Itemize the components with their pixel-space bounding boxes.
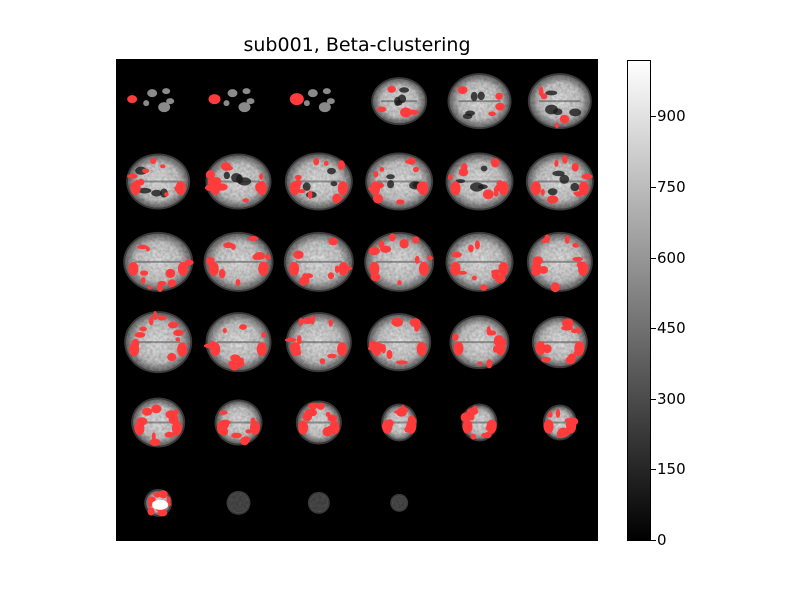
colorbar-tick (651, 328, 656, 329)
colorbar-tick (651, 469, 656, 470)
brain-slice (208, 88, 255, 113)
brain-slice (284, 312, 352, 373)
brain-slice-mosaic (116, 59, 598, 541)
brain-slice (449, 315, 510, 370)
brain-slice (367, 313, 432, 372)
colorbar-tick-label: 0 (657, 531, 667, 549)
brain-slice (295, 400, 342, 445)
brain-slice (542, 404, 579, 441)
brain-slice (445, 152, 514, 211)
brain-slice (123, 231, 194, 292)
brain-slice (526, 231, 593, 293)
brain-slice (525, 152, 594, 211)
brain-slice (289, 88, 335, 113)
colorbar-tick (651, 116, 656, 117)
colorbar-tick-label: 150 (657, 460, 686, 478)
colorbar-tick-label: 900 (657, 107, 686, 125)
brain-slice (203, 231, 274, 292)
colorbar-tick-label: 450 (657, 319, 686, 337)
brain-slice (307, 491, 330, 514)
brain-slice (381, 403, 418, 442)
brain-slice (390, 493, 409, 512)
colorbar-tick (651, 187, 656, 188)
brain-slice (371, 77, 428, 126)
brain-slice (226, 490, 251, 515)
brain-slice (527, 73, 592, 130)
brain-slice (445, 231, 514, 292)
brain-slice (447, 73, 512, 130)
brain-slice (365, 152, 434, 211)
brain-slice (131, 397, 186, 448)
brain-slice (283, 231, 354, 292)
colorbar-tick (651, 540, 656, 541)
brain-slice (364, 231, 435, 292)
colorbar-tick (651, 258, 656, 259)
brain-slice (284, 152, 353, 211)
brain-slice (531, 316, 588, 369)
brain-slice (460, 403, 498, 442)
colorbar (627, 60, 651, 541)
brain-slice (124, 311, 193, 374)
brain-slice (214, 399, 263, 446)
brain-slice (203, 312, 272, 373)
brain-slice (127, 88, 175, 113)
brain-slice (126, 153, 191, 210)
colorbar-tick-label: 600 (657, 249, 686, 267)
chart-title: sub001, Beta-clustering (243, 34, 471, 56)
brain-slice (204, 153, 272, 210)
colorbar-tick (651, 399, 656, 400)
colorbar-tick-label: 750 (657, 178, 686, 196)
brain-slice (144, 488, 173, 517)
colorbar-tick-label: 300 (657, 390, 686, 408)
